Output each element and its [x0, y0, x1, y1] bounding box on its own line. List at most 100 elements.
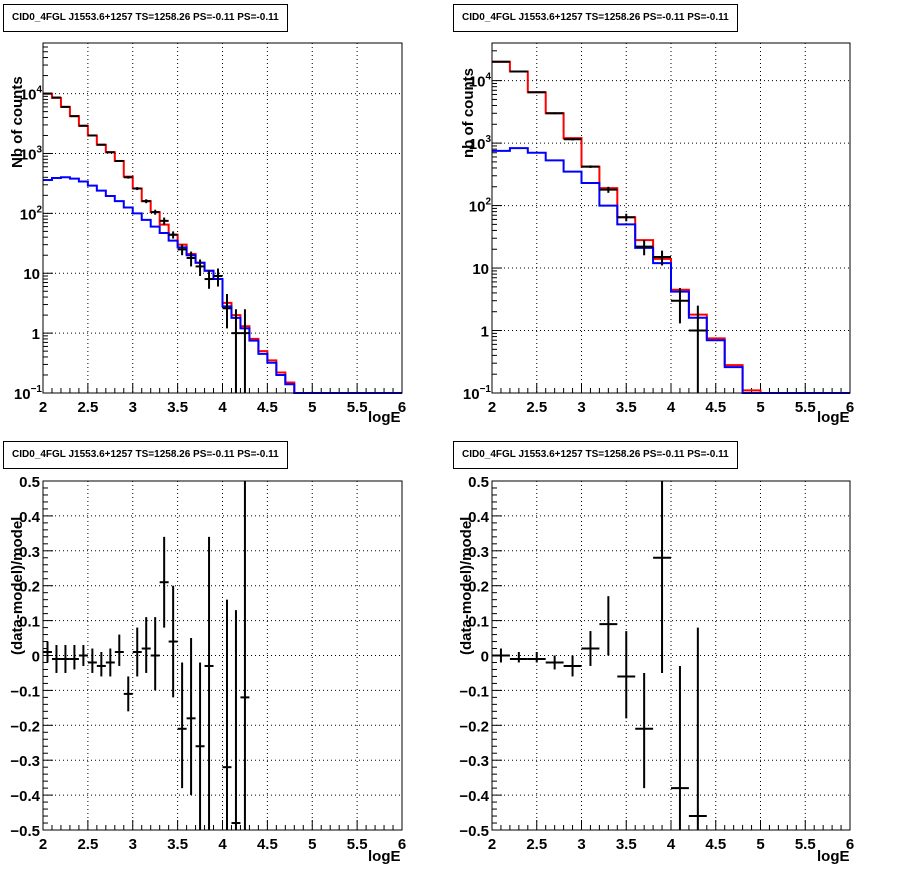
data-point [51, 645, 61, 673]
data-point [671, 665, 689, 830]
data-point [231, 610, 241, 830]
data-point [581, 165, 600, 168]
data-point [60, 645, 70, 673]
data-point [69, 115, 79, 118]
histogram-series [43, 176, 402, 394]
data-point [563, 655, 582, 677]
x-tick-label: 3 [577, 836, 585, 853]
y-tick-label: 10−1 [463, 384, 492, 403]
plot-frame [42, 480, 403, 831]
x-tick-label: 4 [667, 399, 676, 416]
pad-residuals-coarse: 2 2.5 3 3.5 4 4.5 5 5.5 6 0.5 0.4 0.3 0.2 0.1 0 −0.1 −0.… [449, 437, 898, 875]
data-point [78, 645, 88, 666]
x-tick-label: 5 [756, 399, 764, 416]
data-point [509, 70, 528, 73]
plot-frame [491, 480, 851, 831]
data-point [617, 213, 636, 222]
plot-frame [42, 42, 403, 394]
y-tick-label: −0.1 [10, 683, 40, 700]
x-tick-label: 5.5 [795, 836, 816, 853]
data-point [688, 627, 707, 830]
histogram-series [492, 147, 850, 394]
data-point [123, 176, 133, 179]
data-point [231, 309, 241, 393]
y-axis-label: nb of counts [460, 68, 477, 158]
data-point [492, 648, 510, 663]
data-point [43, 641, 52, 663]
x-axis-label: logE [368, 848, 401, 865]
data-point [114, 159, 124, 162]
x-tick-label: 4 [218, 399, 227, 416]
x-tick-label: 2.5 [77, 836, 98, 853]
y-tick-label: 0.1 [468, 614, 489, 631]
data-point [96, 143, 106, 146]
data-point [599, 596, 618, 656]
x-tick-label: 3.5 [616, 399, 637, 416]
data-point [527, 91, 546, 94]
data-point [186, 638, 196, 796]
pad-residuals-fine: 2 2.5 3 3.5 4 4.5 5 5.5 6 0.5 0.4 0.3 0.2 0.1 0 −0.1 −0.… [0, 437, 449, 875]
x-tick-label: 3.5 [167, 836, 188, 853]
y-tick-label: 0.1 [19, 614, 40, 631]
y-axis-label: (data-model)/model [458, 516, 475, 655]
data-point [617, 631, 636, 719]
y-axis-label: Nb of counts [9, 76, 26, 168]
chart-title: CID0_4FGL J1553.6+1257 TS=1258.26 PS=-0.… [3, 441, 288, 469]
data-point [688, 305, 707, 393]
y-tick-label: 0.3 [19, 544, 40, 561]
data-point [87, 134, 97, 137]
x-tick-label: 4.5 [705, 399, 726, 416]
data-point [195, 662, 205, 830]
x-tick-label: 4.5 [257, 836, 278, 853]
y-tick-label: 104 [469, 72, 492, 91]
x-tick-label: 2 [488, 836, 496, 853]
chart-title: CID0_4FGL J1553.6+1257 TS=1258.26 PS=-0.… [453, 4, 738, 32]
y-tick-label: −0.4 [10, 788, 40, 805]
x-tick-label: 4.5 [705, 836, 726, 853]
pad-counts-coarse: 2 2.5 3 3.5 4 4.5 5 5.5 6 104 103 102 10 1 10−1 CID0_4… [449, 0, 898, 437]
data-point [132, 187, 142, 191]
data-point [653, 250, 671, 266]
x-tick-label: 3.5 [616, 836, 637, 853]
data-point [509, 652, 528, 663]
x-tick-label: 5 [756, 836, 764, 853]
x-tick-label: 2 [39, 836, 47, 853]
plot-frame [491, 42, 851, 394]
data-point [51, 96, 61, 99]
x-axis-label: logE [817, 848, 850, 865]
x-tick-label: 3.5 [167, 399, 188, 416]
data-point [114, 634, 124, 666]
x-tick-label: 2.5 [77, 399, 98, 416]
data-point [177, 244, 187, 256]
x-tick-label: 3 [129, 836, 137, 853]
data-point [123, 676, 133, 712]
x-axis-label: logE [368, 409, 401, 426]
data-point [186, 251, 196, 267]
y-tick-label: 10−1 [14, 384, 43, 403]
x-tick-label: 4 [218, 836, 227, 853]
x-tick-label: 2 [39, 399, 47, 416]
x-tick-label: 5 [308, 836, 316, 853]
pad-counts-fine: 2 2.5 3 3.5 4 4.5 5 5.5 6 104 103 102 10 1 10−1 CID0_4… [0, 0, 449, 437]
y-tick-label: 0.2 [468, 579, 489, 596]
data-point [563, 138, 582, 141]
y-tick-label: 0 [481, 649, 489, 666]
data-point [168, 231, 178, 239]
data-point [527, 652, 546, 663]
x-tick-label: 6 [846, 836, 854, 853]
data-point [545, 112, 564, 115]
data-point [60, 105, 70, 108]
data-point [492, 60, 510, 63]
x-tick-label: 6 [398, 399, 406, 416]
data-point [653, 481, 671, 673]
x-tick-label: 2.5 [526, 399, 547, 416]
y-tick-label: −0.4 [459, 788, 489, 805]
x-tick-label: 2 [488, 399, 496, 416]
y-axis-label: (data-model)/model [9, 516, 26, 655]
x-tick-label: 3 [129, 399, 137, 416]
y-tick-label: −0.2 [10, 718, 40, 735]
y-tick-label: 0.4 [19, 509, 41, 526]
data-point [177, 662, 187, 789]
